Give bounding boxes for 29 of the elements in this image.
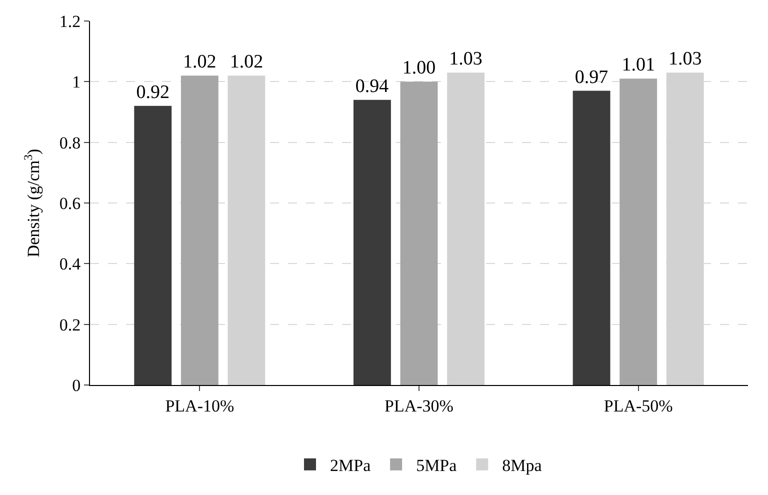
data-label: 1.03: [449, 48, 482, 70]
bar: [180, 76, 218, 385]
y-tick-label: 0.4: [59, 254, 82, 274]
y-tick-label: 0.6: [59, 194, 81, 213]
x-tick-label: PLA-30%: [384, 396, 454, 416]
bar: [400, 82, 438, 385]
data-label: 1.01: [622, 54, 655, 76]
bar: [228, 76, 266, 385]
legend-label: 5MPa: [416, 456, 458, 476]
legend-label: 8Mpa: [502, 456, 542, 476]
bar: [134, 106, 172, 385]
data-label: 0.97: [574, 66, 608, 88]
y-tick-label: 0.2: [59, 315, 81, 334]
y-tick-label: 1: [72, 72, 81, 92]
y-tick-label: 1.2: [59, 12, 81, 31]
y-tick-label: 0: [72, 376, 81, 395]
data-label: 1.02: [230, 52, 264, 73]
data-label: 0.94: [355, 76, 390, 97]
data-label: 1.00: [402, 58, 436, 79]
x-tick-label: PLA-10%: [165, 396, 234, 416]
bar: [353, 100, 391, 385]
bar: [620, 78, 658, 385]
bar: [572, 90, 610, 385]
legend-label: 2MPa: [330, 456, 372, 476]
data-label: 1.03: [668, 48, 702, 70]
x-tick-label: PLA-50%: [604, 396, 673, 416]
y-tick-label: 0.8: [59, 133, 81, 152]
data-label: 1.02: [183, 52, 216, 73]
data-label: 0.92: [136, 82, 170, 103]
